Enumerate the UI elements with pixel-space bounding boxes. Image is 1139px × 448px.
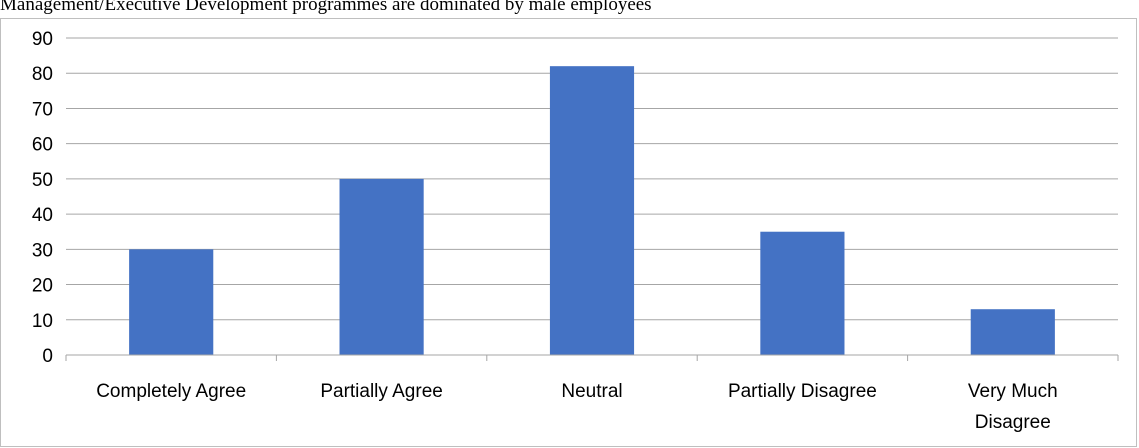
y-tick-label-50: 50 [32,170,53,191]
labels: 0 10 20 30 40 50 60 70 80 90 Completely Agree Parti… [32,29,1058,433]
y-tick-label-70: 70 [32,99,53,120]
x-category-label: Neutral [561,381,622,402]
bar-partially-disagree [760,231,845,355]
bars [129,66,1055,355]
x-category-label: Very Much Disagree [968,381,1058,433]
x-category-label-line: Neutral [561,381,622,402]
y-tick-label-20: 20 [32,276,53,297]
y-tick-label-10: 10 [32,311,53,332]
y-tick-label-90: 90 [32,29,53,50]
x-category-label-line: Disagree [975,412,1051,433]
bar-completely-agree [129,249,214,355]
x-category-label: Partially Disagree [728,381,877,402]
x-category-label: Partially Agree [320,381,443,402]
bar-partially-agree [339,178,424,355]
x-category-label: Completely Agree [96,381,246,402]
x-category-label-line: Very Much [968,381,1058,402]
y-tick-label-0: 0 [42,346,53,367]
axes [65,354,1119,361]
y-tick-label-60: 60 [32,135,53,156]
x-category-label-line: Partially Disagree [728,381,877,402]
bar-very-much-disagree [970,309,1055,355]
x-category-label-line: Partially Agree [320,381,443,402]
bar-neutral [549,66,635,355]
y-tick-label-30: 30 [32,240,53,261]
x-category-label-line: Completely Agree [96,381,246,402]
y-tick-label-80: 80 [32,64,53,85]
page-title: Management/Executive Development program… [0,0,652,15]
y-tick-label-40: 40 [32,205,53,226]
